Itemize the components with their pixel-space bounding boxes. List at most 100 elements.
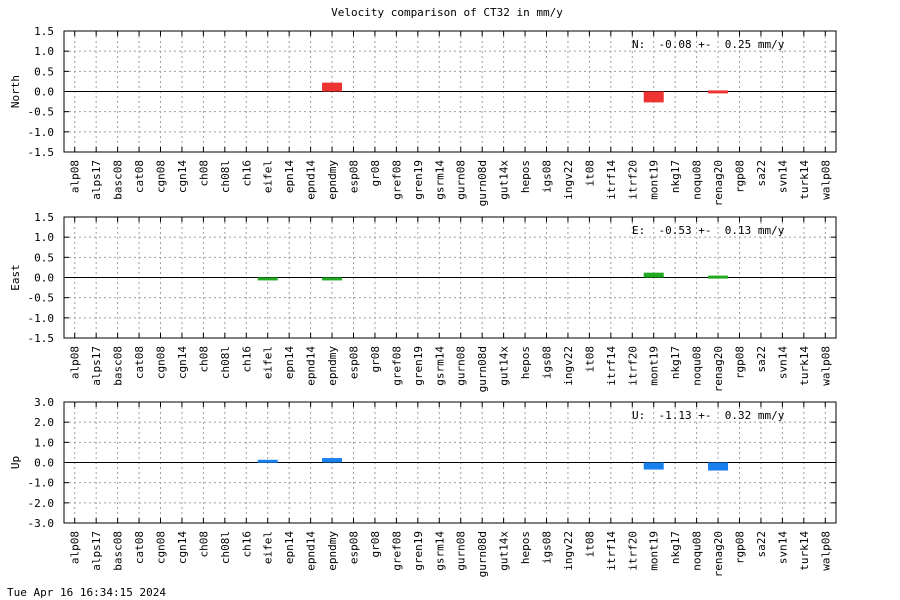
y-tick-label: 0.5	[34, 251, 54, 264]
annotation-up: U: -1.13 +- 0.32 mm/y	[632, 409, 785, 422]
x-tick-label: esp08	[348, 531, 361, 564]
y-tick-label: -1.5	[28, 146, 55, 159]
x-tick-label: ch08l	[219, 346, 232, 379]
bar-mont19	[643, 462, 664, 470]
x-tick-label: itrf14	[605, 160, 618, 200]
x-tick-label: alps17	[90, 346, 103, 386]
x-tick-label: basc08	[112, 160, 125, 200]
x-tick-label: gurn08d	[476, 531, 489, 577]
y-tick-label: -1.0	[28, 477, 55, 490]
x-tick-label: renag20	[712, 531, 725, 577]
x-tick-label: gr08	[369, 160, 382, 187]
x-tick-label: cgn08	[155, 531, 168, 564]
panel-east: 1.5 1.0 0.5 0.0 -0.5 -1.0 -1.5 E: -0.53 +- 0.13…	[9, 211, 837, 392]
y-axis-label: North	[9, 75, 22, 108]
x-tick-label: svn14	[776, 160, 789, 193]
x-tick-label: gurn08	[455, 160, 468, 200]
x-tick-label: rgp08	[734, 160, 747, 193]
x-tick-label: ch16	[240, 160, 253, 187]
x-tick-label: gref08	[390, 531, 403, 571]
bar-mont19	[643, 91, 664, 103]
x-tick-label: it08	[583, 346, 596, 373]
x-tick-label: gren19	[412, 346, 425, 386]
x-tick-label: it08	[583, 531, 596, 558]
x-tick-label: svn14	[776, 346, 789, 379]
x-tick-label: gref08	[390, 346, 403, 386]
y-tick-label: -2.0	[28, 497, 55, 510]
x-tick-label: gut14x	[498, 531, 511, 571]
x-tick-label: cgn14	[176, 531, 189, 564]
x-tick-label: epn14	[283, 160, 296, 193]
x-tick-label: eifel	[262, 160, 275, 193]
x-tick-label: eifel	[262, 346, 275, 379]
x-tick-label: cgn14	[176, 160, 189, 193]
x-tick-label: hepos	[519, 531, 532, 564]
x-tick-label: ingv22	[562, 531, 575, 571]
x-tick-label: gut14x	[498, 160, 511, 200]
x-tick-label: igs08	[541, 160, 554, 193]
y-tick-label: -1.0	[28, 126, 55, 139]
x-tick-label: epnd14	[305, 160, 318, 200]
bar-eifel	[257, 277, 278, 281]
x-tick-label: mont19	[648, 531, 661, 571]
x-tick-label: alp08	[69, 160, 82, 193]
bar-renag20	[708, 462, 729, 471]
y-tick-label: 0.0	[34, 272, 54, 285]
bar-renag20	[708, 275, 729, 279]
y-tick-label: 0.5	[34, 65, 54, 78]
x-tick-label: turk14	[798, 531, 811, 571]
x-tick-label: hepos	[519, 160, 532, 193]
y-tick-label: 3.0	[34, 396, 54, 409]
panel-north: 1.5 1.0 0.5 0.0 -0.5 -1.0 -1.5 N: -0.08 +- 0.25…	[9, 25, 837, 206]
x-tick-label: gsrm14	[433, 531, 446, 571]
x-tick-label: itrf14	[605, 346, 618, 386]
x-tick-label: cat08	[133, 160, 146, 193]
y-tick-label: -0.5	[28, 106, 55, 119]
x-tick-label: epndmy	[326, 346, 339, 386]
x-tick-label: cat08	[133, 531, 146, 564]
x-tick-label: gut14x	[498, 346, 511, 386]
x-tick-label: epnd14	[305, 346, 318, 386]
x-tick-label: cgn14	[176, 346, 189, 379]
plot-frame	[63, 30, 837, 153]
x-tick-label: itrf20	[626, 531, 639, 571]
chart-panels: 1.5 1.0 0.5 0.0 -0.5 -1.0 -1.5 N: -0.08 +- 0.25…	[9, 25, 837, 577]
x-tick-label: eifel	[262, 531, 275, 564]
x-tick-label: mont19	[648, 346, 661, 386]
x-tick-label: alp08	[69, 346, 82, 379]
x-tick-label: ingv22	[562, 160, 575, 200]
x-tick-label: gren19	[412, 531, 425, 571]
bar-eifel	[257, 459, 278, 463]
y-tick-label: 1.0	[34, 231, 54, 244]
y-tick-label: -1.5	[28, 332, 55, 345]
x-tick-label: sa22	[755, 160, 768, 187]
x-tick-label: gurn08	[455, 346, 468, 386]
x-tick-label: cgn08	[155, 346, 168, 379]
x-tick-label: itrf20	[626, 160, 639, 200]
bar-epndmy	[322, 458, 343, 463]
x-tick-label: noqu08	[691, 531, 704, 571]
x-tick-label: esp08	[348, 160, 361, 193]
x-tick-label: rgp08	[734, 346, 747, 379]
y-tick-label: -3.0	[28, 517, 55, 530]
y-tick-label: 0.0	[34, 86, 54, 99]
x-tick-label: cat08	[133, 346, 146, 379]
plot-frame	[63, 216, 837, 339]
x-tick-label: epndmy	[326, 160, 339, 200]
y-tick-label: 1.0	[34, 436, 54, 449]
x-tick-label: renag20	[712, 346, 725, 392]
x-tick-label: walp08	[819, 160, 832, 200]
x-tick-label: itrf14	[605, 531, 618, 571]
x-tick-label: igs08	[541, 346, 554, 379]
x-tick-label: gsrm14	[433, 160, 446, 200]
x-tick-label: mont19	[648, 160, 661, 200]
x-tick-label: sa22	[755, 346, 768, 373]
x-tick-label: ch08	[197, 531, 210, 558]
y-tick-label: -0.5	[28, 292, 55, 305]
x-tick-label: basc08	[112, 531, 125, 571]
x-tick-label: alp08	[69, 531, 82, 564]
x-tick-label: epn14	[283, 346, 296, 379]
x-tick-label: ch08l	[219, 531, 232, 564]
x-tick-label: ch08l	[219, 160, 232, 193]
